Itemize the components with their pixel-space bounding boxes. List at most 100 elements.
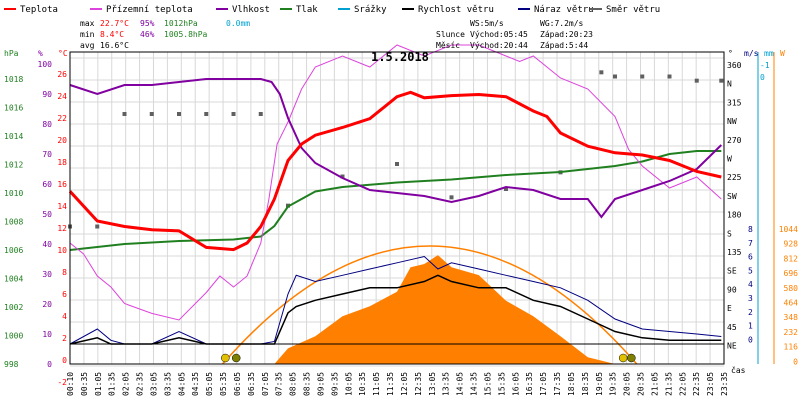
ms-tick-label: 2 bbox=[748, 308, 753, 317]
time-tick-label: 02:05 bbox=[122, 372, 131, 396]
time-tick-label: 11:35 bbox=[386, 372, 395, 396]
dir-tick-label: 180 bbox=[727, 211, 742, 220]
pct-tick-label: 20 bbox=[42, 300, 52, 309]
ws-value: WS:5m/s bbox=[470, 19, 504, 28]
dir-tick-label: E bbox=[727, 304, 732, 313]
dir-tick-label: 270 bbox=[727, 136, 742, 145]
chart-title: 1.5.2018 bbox=[371, 50, 429, 64]
stat-max-hum: 95% bbox=[140, 19, 155, 28]
hpa-tick-label: 1016 bbox=[4, 104, 23, 113]
w-tick-label: 464 bbox=[784, 299, 799, 308]
wind-direction-point bbox=[640, 74, 645, 79]
legend-label: Přízemní teplota bbox=[106, 5, 193, 15]
moon-label: Měsíc bbox=[436, 41, 460, 50]
wind-direction-point bbox=[149, 112, 154, 116]
w-tick-label: 812 bbox=[784, 254, 799, 263]
time-tick-label: 19:35 bbox=[609, 372, 618, 396]
sun-rise: Východ:05:45 bbox=[470, 30, 528, 39]
wind-direction-point bbox=[504, 187, 508, 191]
time-tick-label: 15:05 bbox=[483, 372, 492, 396]
time-tick-label: 14:05 bbox=[456, 372, 465, 396]
sun-moon-icons bbox=[221, 353, 636, 363]
ground-temperature-line bbox=[69, 44, 722, 321]
legend-item: Tlak bbox=[280, 5, 318, 15]
time-tick-label: 07:35 bbox=[275, 372, 284, 396]
ms-tick-label: 1 bbox=[748, 322, 753, 331]
wind-direction-point bbox=[95, 224, 100, 229]
stat-min-temp: 8.4°C bbox=[100, 30, 124, 39]
wind-direction-point bbox=[667, 74, 672, 79]
time-tick-label: 05:35 bbox=[219, 372, 228, 396]
dir-tick-label: SE bbox=[727, 267, 737, 276]
wind-direction-point bbox=[177, 112, 181, 116]
w-tick-label: 116 bbox=[784, 343, 799, 352]
w-tick-label: 928 bbox=[784, 240, 799, 249]
time-tick-label: 22:35 bbox=[692, 372, 701, 396]
w-tick-label: 0 bbox=[793, 357, 798, 366]
dir-tick-label: S bbox=[727, 229, 732, 238]
pct-tick-label: 70 bbox=[42, 150, 52, 159]
time-tick-label: 06:05 bbox=[233, 372, 242, 396]
time-tick-label: 01:05 bbox=[94, 372, 103, 396]
c-tick-label: 24 bbox=[57, 92, 67, 101]
w-unit-label: W bbox=[780, 49, 785, 58]
sun-set: Západ:20:23 bbox=[540, 30, 593, 39]
c-tick-label: 20 bbox=[57, 136, 67, 145]
time-tick-label: 20:05 bbox=[623, 372, 632, 396]
dir-tick-label: 135 bbox=[727, 248, 742, 257]
hpa-tick-label: 1012 bbox=[4, 161, 23, 170]
solar-radiation-area bbox=[274, 255, 615, 364]
c-tick-label: 12 bbox=[57, 224, 67, 233]
dir-tick-label: NE bbox=[727, 342, 737, 351]
x-axis-label: čas bbox=[731, 365, 746, 375]
moon-set: Západ:5:44 bbox=[540, 41, 588, 50]
pct-tick-label: 0 bbox=[47, 360, 52, 369]
ms-unit-label: m/s bbox=[744, 49, 759, 58]
mm-unit-label: mm bbox=[764, 49, 774, 58]
hpa-tick-label: 1004 bbox=[4, 275, 23, 284]
time-tick-label: 01:35 bbox=[108, 372, 117, 396]
legend: Teplota Přízemní teplota Vlhkost Tlak Srážky… bbox=[4, 5, 660, 15]
time-tick-label: 22:05 bbox=[678, 372, 687, 396]
time-tick-label: 12:05 bbox=[400, 372, 409, 396]
c-tick-label: 22 bbox=[57, 114, 67, 123]
pct-tick-label: 40 bbox=[42, 240, 52, 249]
legend-item: Teplota bbox=[4, 5, 58, 15]
stat-min-label: min bbox=[80, 30, 95, 39]
time-tick-label: 09:05 bbox=[316, 372, 325, 396]
c-tick-label: -2 bbox=[57, 378, 67, 387]
legend-label: Vlhkost bbox=[232, 5, 270, 15]
legend-label: Směr větru bbox=[606, 5, 660, 15]
w-tick-label: 232 bbox=[784, 328, 799, 337]
stat-max-temp: 22.7°C bbox=[100, 19, 129, 28]
sun-label: Slunce bbox=[436, 30, 465, 39]
sun-moon-marker bbox=[618, 353, 628, 363]
wind-direction-point bbox=[449, 195, 454, 200]
ms-tick-label: 5 bbox=[748, 266, 753, 275]
pct-tick-label: 100 bbox=[38, 60, 53, 69]
pct-tick-label: 10 bbox=[42, 330, 52, 339]
time-tick-label: 21:35 bbox=[664, 372, 673, 396]
w-tick-label: 348 bbox=[784, 313, 799, 322]
legend-item: Náraz větru bbox=[518, 5, 594, 15]
hpa-tick-label: 1014 bbox=[4, 132, 23, 141]
c-tick-label: 2 bbox=[62, 334, 67, 343]
legend-item: Rychlost větru bbox=[402, 5, 494, 15]
dir-tick-label: 315 bbox=[727, 98, 742, 107]
time-tick-label: 06:35 bbox=[247, 372, 256, 396]
time-tick-label: 16:05 bbox=[511, 372, 520, 396]
stat-max-press: 1012hPa bbox=[164, 19, 198, 28]
ms-tick-label: 3 bbox=[748, 294, 753, 303]
w-tick-label: 1044 bbox=[779, 225, 798, 234]
c-tick-label: 26 bbox=[57, 70, 67, 79]
time-tick-label: 03:05 bbox=[149, 372, 158, 396]
time-tick-label: 05:05 bbox=[205, 372, 214, 396]
time-tick-label: 04:05 bbox=[177, 372, 186, 396]
time-tick-label: 11:05 bbox=[372, 372, 381, 396]
stats-block: max 22.7°C 95% 1012hPa 0.0mm min 8.4°C 46% 1005.… bbox=[80, 19, 636, 363]
time-tick-label: 08:35 bbox=[303, 372, 312, 396]
time-tick-label: 09:35 bbox=[330, 372, 339, 396]
pct-tick-label: 90 bbox=[42, 90, 52, 99]
dir-tick-label: W bbox=[727, 155, 732, 164]
